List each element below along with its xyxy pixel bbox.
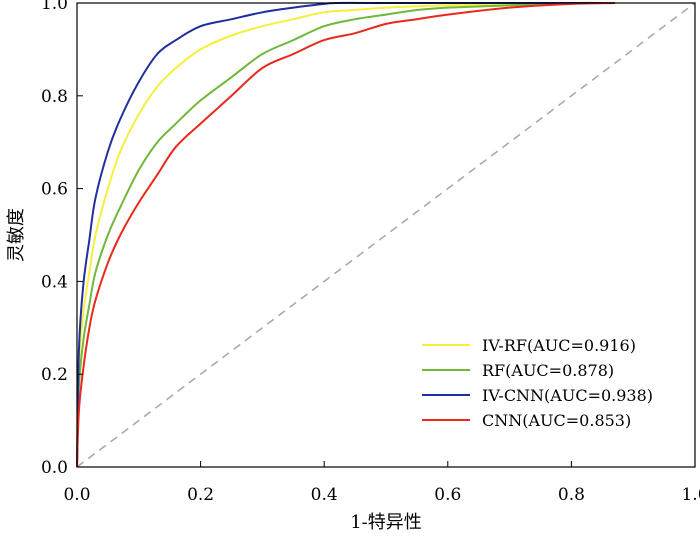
legend-label-1: RF(AUC=0.878) (482, 361, 614, 380)
plot-frame (76, 2, 696, 468)
reference-layer (76, 2, 696, 468)
y-axis: 0.0 0.2 0.4 0.6 0.8 1.0 (41, 0, 83, 478)
legend-label-2: IV-CNN(AUC=0.938) (482, 386, 653, 405)
y-axis-label: 灵敏度 (6, 208, 27, 262)
x-tick-label: 0.2 (187, 485, 214, 505)
x-axis-label: 1-特异性 (350, 512, 422, 533)
series-line-3 (76, 2, 615, 468)
x-tick-label: 0.4 (311, 485, 338, 505)
reference-diagonal-line (76, 2, 696, 468)
x-axis: 0.0 0.2 0.4 0.6 0.8 1.0 (63, 461, 700, 505)
series-line-1 (76, 1, 615, 468)
legend: IV-RF(AUC=0.916) RF(AUC=0.878) IV-CNN(AUC=… (422, 336, 653, 430)
legend-label-0: IV-RF(AUC=0.916) (482, 336, 636, 355)
y-tick-label: 0.6 (41, 180, 68, 200)
y-tick-label: 0.8 (41, 87, 68, 107)
x-tick-label: 1.0 (681, 485, 700, 505)
y-tick-label: 0.4 (41, 272, 68, 292)
x-tick-label: 0.6 (434, 485, 461, 505)
series-layer (76, 1, 615, 468)
x-tick-label: 0.0 (63, 485, 90, 505)
y-tick-label: 0.2 (41, 365, 68, 385)
x-tick-label: 0.8 (558, 485, 585, 505)
series-line-0 (76, 1, 615, 468)
y-tick-label: 1.0 (41, 0, 68, 14)
y-tick-label: 0.0 (41, 458, 68, 478)
legend-label-3: CNN(AUC=0.853) (482, 411, 631, 430)
